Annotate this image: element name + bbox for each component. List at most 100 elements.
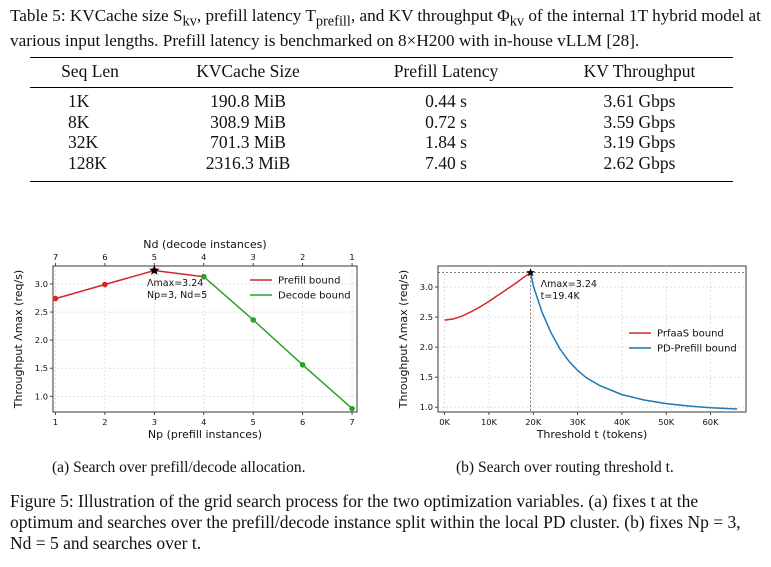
- x-tick-label: 2: [102, 417, 107, 427]
- top-x-tick-label: 1: [349, 252, 354, 262]
- cell-kv-throughput: 3.59 Gbps: [603, 111, 676, 132]
- y-tick-label: 1.5: [35, 363, 48, 373]
- data-point: [102, 281, 108, 288]
- cell-prefill-latency: 0.72 s: [425, 111, 467, 132]
- top-x-tick-label: 7: [53, 252, 58, 262]
- y-tick-label: 1.0: [35, 391, 48, 401]
- x-axis-label: Np (prefill instances): [148, 428, 262, 441]
- top-x-tick-label: 5: [152, 252, 157, 262]
- series-line: [444, 271, 532, 321]
- subcaption-b: (b) Search over routing threshold t.: [456, 459, 674, 476]
- table-row: 128K 2316.3 MiB 7.40 s 2.62 Gbps: [30, 153, 733, 174]
- y-tick-label: 1.5: [420, 372, 433, 382]
- x-tick-label: 20K: [525, 417, 542, 427]
- cell-seq-len: 128K: [68, 152, 107, 173]
- cell-kv-throughput: 3.61 Gbps: [603, 91, 676, 112]
- table-caption-sub2: prefill: [315, 13, 351, 30]
- optimum-star: [526, 268, 535, 277]
- x-axis-label: Threshold t (tokens): [536, 428, 648, 441]
- cell-prefill-latency: 1.84 s: [425, 132, 467, 153]
- data-point: [200, 273, 207, 280]
- table-row: 32K 701.3 MiB 1.84 s 3.19 Gbps: [30, 132, 733, 153]
- cell-seq-len: 32K: [68, 132, 99, 153]
- subcaption-a: (a) Search over prefill/decode allocatio…: [52, 459, 306, 476]
- data-point: [151, 267, 158, 274]
- x-tick-label: 10K: [481, 417, 498, 427]
- annotation-line: t=19.4K: [541, 291, 581, 302]
- col-header-kvcache-size: KVCache Size: [196, 60, 300, 81]
- legend-label: Decode bound: [278, 291, 351, 302]
- figure-caption: Figure 5: Illustration of the grid searc…: [10, 491, 741, 553]
- legend-label: Prefill bound: [278, 276, 340, 287]
- data-point: [299, 362, 306, 368]
- plot-frame: [437, 265, 747, 413]
- x-tick-label: 1: [53, 417, 58, 427]
- annotation-line: Np=3, Nd=5: [147, 290, 207, 301]
- table-caption-text2: , prefill latency T: [196, 6, 316, 25]
- legend-label: PrfaaS bound: [657, 329, 724, 340]
- top-x-tick-label: 6: [102, 252, 107, 262]
- table-caption-text4: of the internal 1T hybrid model at vario…: [10, 6, 761, 51]
- x-tick-label: 0K: [439, 417, 450, 427]
- top-x-axis-label: Nd (decode instances): [143, 238, 266, 251]
- data-point: [200, 273, 207, 280]
- cell-kvcache-size: 701.3 MiB: [210, 132, 286, 153]
- optimum-star: [149, 265, 160, 275]
- y-tick-label: 3.0: [420, 282, 433, 292]
- x-tick-label: 7: [349, 417, 354, 427]
- cell-prefill-latency: 0.44 s: [425, 91, 467, 112]
- cell-kv-throughput: 2.62 Gbps: [603, 152, 676, 173]
- cell-kvcache-size: 2316.3 MiB: [205, 152, 291, 173]
- cell-prefill-latency: 7.40 s: [425, 152, 467, 173]
- cell-seq-len: 8K: [68, 111, 90, 132]
- y-tick-label: 2.5: [420, 312, 433, 322]
- x-tick-label: 4: [201, 417, 206, 427]
- legend-label: PD-Prefill bound: [657, 344, 737, 355]
- plot-frame: [52, 265, 358, 413]
- col-header-kv-throughput: KV Throughput: [583, 60, 696, 81]
- table-caption-label: Table 5:: [10, 6, 66, 25]
- x-tick-label: 40K: [614, 417, 631, 427]
- top-x-tick-label: 3: [251, 252, 256, 262]
- annotation-line: Λmax=3.24: [147, 278, 203, 289]
- col-header-prefill-latency: Prefill Latency: [393, 60, 499, 81]
- y-tick-label: 2.0: [420, 342, 433, 352]
- series-line: [203, 276, 353, 410]
- y-tick-label: 2.5: [35, 307, 48, 317]
- table-caption-sub1: kv: [182, 13, 197, 30]
- x-tick-label: 5: [251, 417, 256, 427]
- series-line: [55, 269, 204, 300]
- table-row: 1K 190.8 MiB 0.44 s 3.61 Gbps: [30, 91, 733, 112]
- cell-kvcache-size: 190.8 MiB: [210, 91, 286, 112]
- y-axis-label: Throughput Λmax (req/s): [12, 270, 25, 409]
- table-bottom-rule: [30, 181, 733, 182]
- y-tick-label: 2.0: [35, 335, 48, 345]
- y-tick-label: 3.0: [35, 279, 48, 289]
- top-x-tick-label: 4: [201, 252, 206, 262]
- top-x-tick-label: 2: [300, 252, 305, 262]
- x-tick-label: 6: [300, 417, 305, 427]
- col-header-seq-len: Seq Len: [61, 60, 119, 81]
- x-tick-label: 3: [152, 417, 157, 427]
- annotation-line: Λmax=3.24: [541, 279, 597, 290]
- data-point: [52, 295, 59, 302]
- table-caption: Table 5: KVCache size Skv, prefill laten…: [10, 6, 762, 51]
- series-line: [529, 272, 738, 410]
- kvcache-table: Seq Len KVCache Size Prefill Latency KV …: [30, 57, 733, 173]
- x-tick-label: 50K: [658, 417, 675, 427]
- cell-kvcache-size: 308.9 MiB: [210, 111, 286, 132]
- y-tick-label: 1.0: [420, 402, 433, 412]
- table-top-rule: [30, 57, 733, 58]
- table-caption-text: KVCache size S: [69, 6, 183, 25]
- cell-seq-len: 1K: [68, 91, 90, 112]
- table-row: 8K 308.9 MiB 0.72 s 3.59 Gbps: [30, 112, 733, 133]
- table-header-rule: [30, 87, 733, 88]
- table-header-row: Seq Len KVCache Size Prefill Latency KV …: [30, 57, 733, 85]
- table-caption-text3: , and KV throughput Φ: [350, 6, 510, 25]
- data-point: [250, 317, 256, 323]
- data-point: [349, 405, 355, 412]
- cell-kv-throughput: 3.19 Gbps: [603, 132, 676, 153]
- table-caption-sub3: kv: [509, 13, 525, 30]
- x-tick-label: 60K: [703, 417, 720, 427]
- x-tick-label: 30K: [570, 417, 587, 427]
